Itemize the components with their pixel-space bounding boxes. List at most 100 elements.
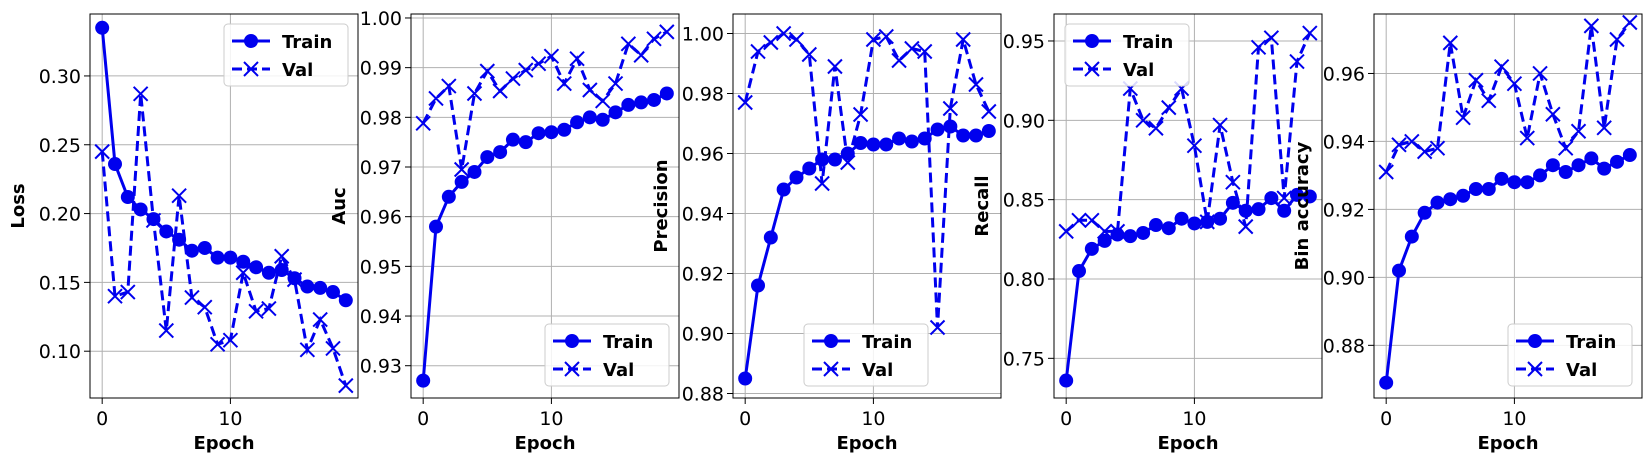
data-point-train (300, 279, 315, 294)
data-point-val (1609, 31, 1625, 48)
data-point-train (879, 137, 894, 152)
series-line-val (100, 93, 348, 387)
data-point-train (1059, 373, 1074, 388)
data-point-val (1570, 123, 1587, 139)
data-point-val (107, 288, 123, 304)
x-tick-label: 0 (739, 408, 751, 430)
data-point-train (544, 125, 559, 140)
data-point-train (454, 174, 469, 189)
data-point-val (1442, 35, 1459, 51)
data-point-val (891, 52, 907, 69)
data-point-train (930, 122, 945, 137)
chart-panel-3: 0 10 0.88 0.90 0.92 0.94 0.96 0.98 1.00 Epoch Prec… (651, 13, 1002, 454)
y-tick-label: 0.96 (1323, 63, 1365, 85)
data-point-val (312, 311, 328, 328)
data-point-train (1456, 188, 1471, 203)
data-point-val (1109, 223, 1126, 240)
data-point-val (492, 83, 508, 99)
legend: Train Val (1064, 23, 1190, 87)
data-point-val (594, 93, 611, 109)
data-point-val (171, 187, 187, 204)
y-tick-label: 0.98 (360, 107, 402, 129)
data-point-train (1251, 202, 1266, 217)
legend-marker-train (244, 34, 258, 48)
data-point-val (1519, 130, 1535, 146)
data-point-train (1187, 216, 1202, 231)
data-point-train (1597, 161, 1612, 176)
data-point-val (261, 300, 277, 317)
data-point-train (1277, 203, 1292, 218)
data-point-train (738, 371, 753, 386)
plot-frame (1373, 13, 1643, 399)
data-point-val (1071, 212, 1087, 228)
data-point-train (582, 110, 597, 125)
data-point-val (479, 63, 496, 79)
data-point-train (1571, 158, 1586, 173)
legend-marker-val (564, 361, 580, 377)
data-point-val (505, 70, 521, 87)
legend-marker-train (1085, 34, 1099, 48)
data-point-val (1148, 120, 1164, 136)
data-point-val (968, 76, 984, 93)
data-point-train (1264, 191, 1279, 206)
data-point-val (235, 265, 251, 281)
data-point-train (223, 250, 238, 265)
x-axis-title: Epoch (1157, 433, 1218, 454)
x-axis-title: Epoch (514, 433, 575, 454)
data-point-val (466, 85, 483, 102)
data-point-val (1455, 109, 1471, 126)
data-point-val (273, 248, 290, 264)
data-point-train (968, 128, 983, 143)
data-point-train (133, 202, 148, 217)
legend-marker-val (823, 361, 839, 377)
data-point-train (1213, 211, 1228, 226)
series-line-val (743, 31, 991, 328)
data-point-train (1558, 165, 1573, 180)
data-point-train (866, 137, 881, 152)
data-point-train (802, 161, 817, 176)
data-point-val (763, 34, 779, 51)
data-point-val (1058, 223, 1074, 240)
data-point-train (236, 254, 251, 269)
x-tick-label: 10 (1502, 408, 1526, 430)
y-tick-label: 0.99 (360, 58, 402, 80)
x-tick-label: 0 (417, 408, 429, 430)
x-axis-title: Epoch (1477, 433, 1538, 454)
y-tick-label: 0.30 (39, 66, 81, 88)
data-point-train (595, 112, 610, 127)
legend-label-train: Train (1566, 332, 1616, 353)
data-point-val (942, 100, 959, 117)
data-point-val (222, 332, 239, 348)
y-tick-label: 0.97 (360, 157, 402, 179)
y-tick-label: 0.10 (39, 341, 81, 363)
data-point-train (621, 97, 636, 112)
data-point-val (1481, 92, 1497, 109)
data-point-train (261, 265, 276, 280)
data-point-train (1110, 227, 1125, 242)
data-point-val (801, 46, 818, 63)
y-tick-label: 0.94 (1323, 131, 1365, 153)
chart-panel-1: 0 10 0.10 0.15 0.20 0.25 0.30 Epoch Loss Train Val (8, 13, 359, 454)
data-point-val (248, 303, 264, 319)
y-tick-label: 0.25 (39, 135, 81, 157)
data-point-val (1622, 14, 1638, 31)
data-point-val (1276, 190, 1292, 206)
x-tick-label: 0 (1380, 408, 1392, 430)
data-point-val (1532, 65, 1548, 82)
data-point-train (159, 224, 174, 239)
data-point-val (904, 40, 920, 57)
data-point-val (338, 377, 354, 394)
data-point-val (184, 289, 200, 306)
series-line-val (1384, 21, 1631, 173)
plot-frame (89, 13, 359, 399)
y-tick-label: 0.95 (1003, 31, 1045, 53)
data-point-val (441, 78, 457, 94)
data-point-val (415, 115, 431, 131)
y-tick-label: 0.15 (39, 272, 81, 294)
legend: Train Val (1507, 323, 1633, 387)
data-point-val (840, 154, 856, 171)
data-point-val (1583, 18, 1600, 34)
data-point-train (1507, 175, 1522, 190)
legend: Train Val (544, 323, 670, 387)
data-point-val (1263, 30, 1280, 46)
